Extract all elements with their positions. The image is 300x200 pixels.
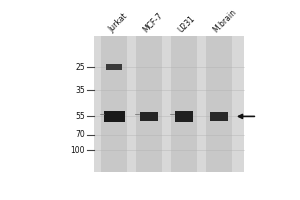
Text: 35: 35 bbox=[75, 86, 85, 95]
Bar bbox=[136, 36, 162, 172]
Bar bbox=[140, 112, 158, 121]
Bar bbox=[106, 64, 122, 70]
Bar bbox=[206, 36, 232, 172]
Text: 100: 100 bbox=[71, 146, 85, 155]
Bar bbox=[175, 111, 193, 122]
Text: 25: 25 bbox=[76, 63, 85, 72]
Text: U231: U231 bbox=[176, 14, 197, 34]
Bar bbox=[104, 111, 125, 122]
Bar bbox=[101, 36, 127, 172]
Bar bbox=[171, 36, 197, 172]
Text: M.brain: M.brain bbox=[211, 7, 238, 34]
Bar bbox=[210, 112, 228, 121]
Text: 55: 55 bbox=[75, 112, 85, 121]
Text: 70: 70 bbox=[75, 130, 85, 139]
Text: MCF-7: MCF-7 bbox=[142, 11, 165, 34]
Text: Jurkat: Jurkat bbox=[107, 12, 129, 34]
Bar bbox=[94, 36, 244, 172]
